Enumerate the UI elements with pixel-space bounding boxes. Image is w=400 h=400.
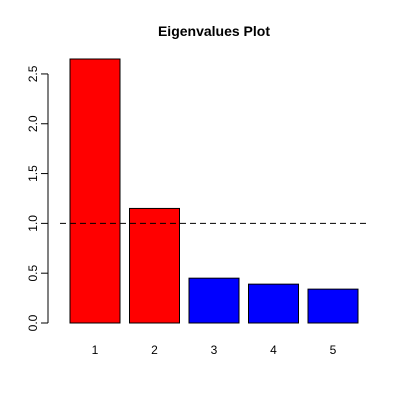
- x-tick-label: 4: [270, 343, 277, 357]
- y-tick-label: 1.5: [26, 165, 40, 182]
- bar-4: [248, 283, 299, 324]
- y-tick-label: 1.0: [26, 215, 40, 232]
- chart-title: Eigenvalues Plot: [158, 23, 270, 39]
- bar-2: [129, 207, 180, 324]
- x-axis-labels: 1 2 3 4 5: [92, 343, 337, 357]
- bar-1: [69, 58, 121, 324]
- x-tick-label: 2: [151, 343, 158, 357]
- y-tick-label: 0.5: [26, 265, 40, 282]
- y-tick-label: 0.0: [26, 314, 40, 331]
- x-tick-label: 1: [92, 343, 99, 357]
- y-axis: 0.0 0.5 1.0 1.5 2.0 2.5: [26, 65, 49, 331]
- bar-3: [188, 277, 240, 324]
- x-tick-label: 3: [211, 343, 218, 357]
- x-tick-label: 5: [330, 343, 337, 357]
- y-tick-label: 2.0: [26, 115, 40, 132]
- bars-group: [69, 58, 359, 324]
- y-tick-label: 2.5: [26, 65, 40, 82]
- bar-5: [307, 288, 359, 324]
